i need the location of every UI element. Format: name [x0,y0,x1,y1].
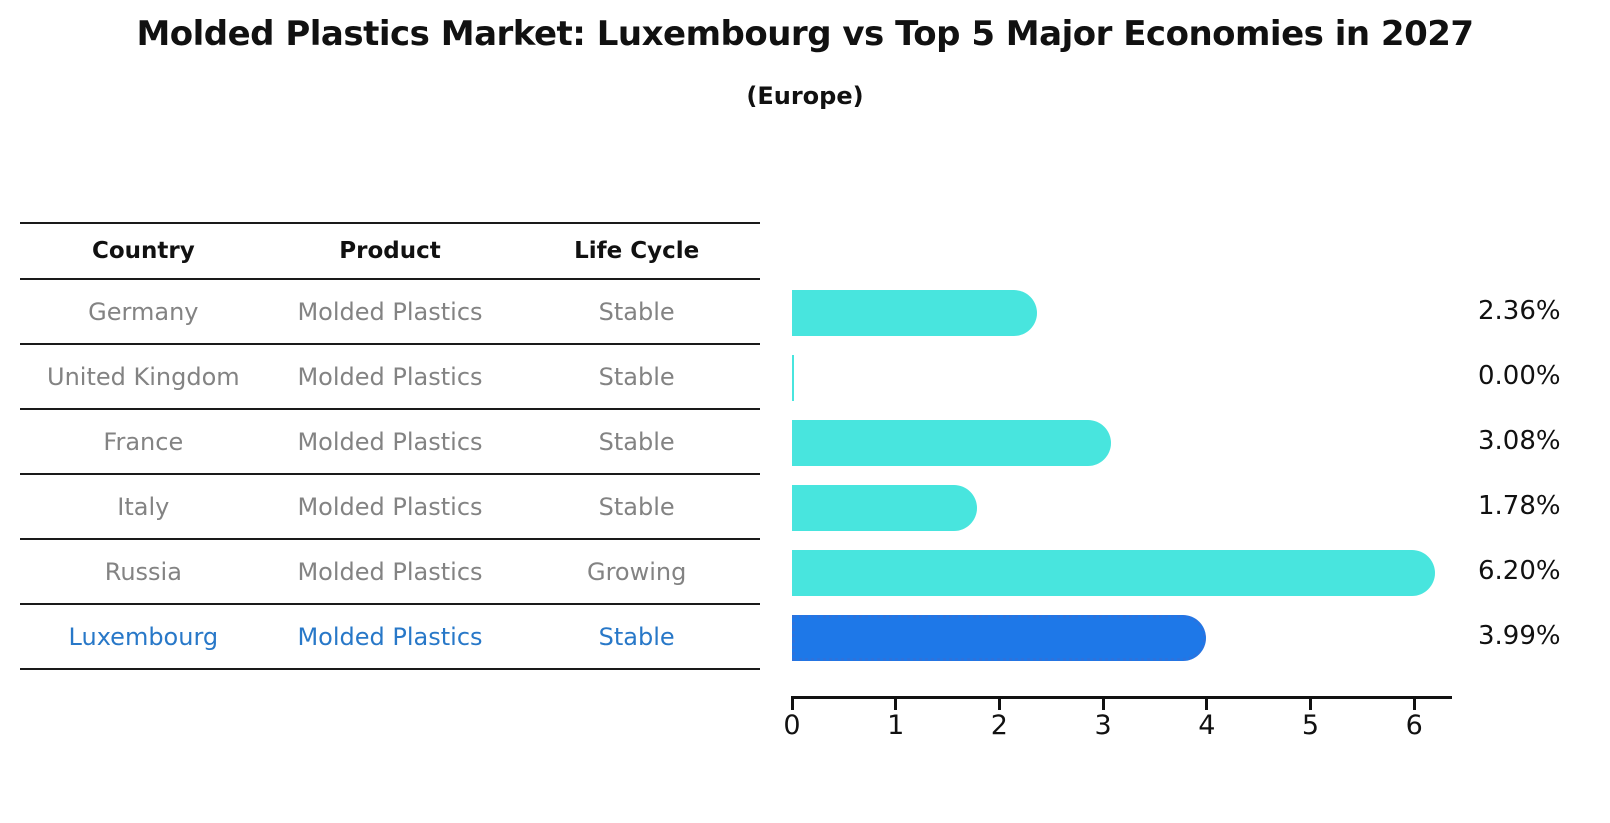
data-table: Country Product Life Cycle Germany Molded… [20,222,760,670]
life-cycle-cell: Stable [598,622,675,651]
table-row-germany: Germany Molded Plastics Stable [20,280,760,345]
x-tick-mark-5 [1309,699,1312,710]
x-tick-label-4: 4 [1198,710,1216,741]
country-cell: United Kingdom [47,362,240,391]
x-tick-label-5: 5 [1301,710,1320,741]
product-cell: Molded Plastics [297,557,483,586]
bar-france [792,420,1112,466]
x-tick-label-1: 1 [887,710,905,741]
life-cycle-cell: Stable [598,492,675,521]
bar-united-kingdom [792,355,794,401]
x-tick-mark-3 [1101,699,1105,710]
product-cell: Molded Plastics [297,297,483,326]
bar-russia [792,550,1435,596]
country-cell: Germany [88,297,199,326]
product-cell: Molded Plastics [297,492,483,521]
table-header-product: Product [339,238,441,264]
life-cycle-cell: Growing [586,557,687,586]
life-cycle-cell: Stable [598,362,675,391]
x-tick-mark-1 [894,699,898,710]
product-cell: Molded Plastics [297,622,483,651]
bar-italy [792,485,977,531]
x-tick-mark-2 [997,699,1001,710]
life-cycle-cell: Stable [598,297,675,326]
x-tick-label-6: 6 [1405,710,1423,741]
table-rows-container: Germany Molded Plastics Stable United Kingd… [20,280,760,670]
value-label-germany: 2.36% [1478,296,1561,326]
x-tick-mark-6 [1412,699,1416,710]
table-row-luxembourg: Luxembourg Molded Plastics Stable [20,605,760,670]
product-cell: Molded Plastics [297,427,483,456]
value-label-luxembourg: 3.99% [1478,621,1561,651]
table-row-italy: Italy Molded Plastics Stable [20,475,760,540]
value-label-france: 3.08% [1478,426,1561,456]
table-header-life-cycle: Life Cycle [574,238,700,264]
product-cell: Molded Plastics [297,362,483,391]
life-cycle-cell: Stable [598,427,675,456]
x-tick-label-0: 0 [783,710,801,741]
chart-title: Molded Plastics Market: Luxembourg vs To… [136,14,1474,54]
x-tick-mark-0 [790,699,794,710]
table-header-row: Country Product Life Cycle [20,222,760,280]
x-tick-mark-4 [1205,699,1209,710]
country-cell: Italy [117,492,170,521]
chart-subtitle: (Europe) [746,82,864,110]
value-label-russia: 6.20% [1478,556,1561,586]
table-header-country: Country [91,238,195,264]
country-cell: France [103,427,184,456]
value-label-italy: 1.78% [1478,491,1561,521]
country-cell: Russia [104,557,182,586]
x-tick-label-3: 3 [1094,710,1112,741]
x-axis-line [791,696,1452,699]
table-row-united-kingdom: United Kingdom Molded Plastics Stable [20,345,760,410]
country-cell: Luxembourg [68,622,219,651]
bar-germany [792,290,1037,336]
table-row-russia: Russia Molded Plastics Growing [20,540,760,605]
table-row-france: France Molded Plastics Stable [20,410,760,475]
bar-luxembourg [792,615,1206,661]
x-tick-label-2: 2 [990,710,1008,741]
value-label-united-kingdom: 0.00% [1478,361,1561,391]
